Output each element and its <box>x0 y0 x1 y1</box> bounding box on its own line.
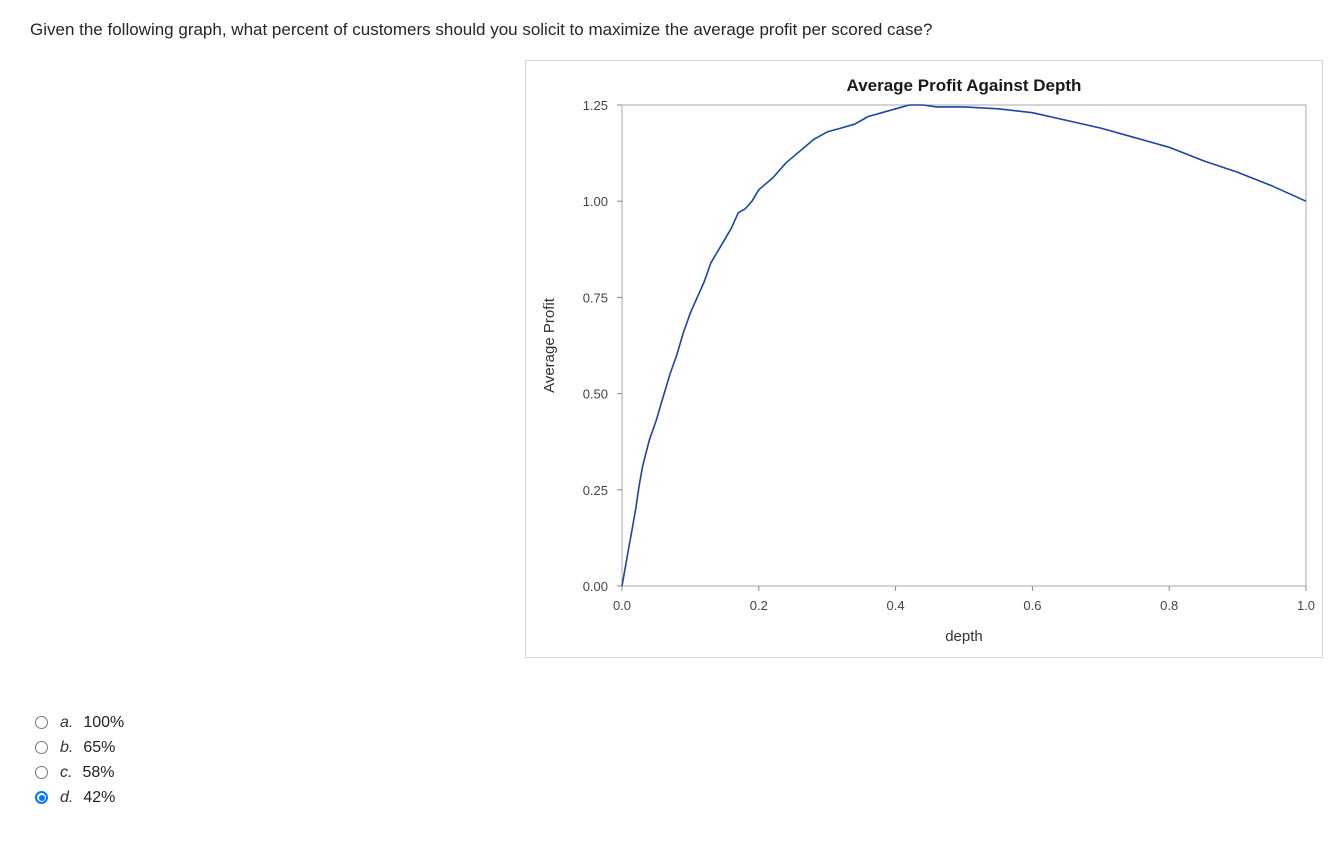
option-letter: a. <box>60 713 74 731</box>
radio-a[interactable] <box>35 716 48 729</box>
option-letter: b. <box>60 738 74 756</box>
chart-svg: Average Profit Against Depth depth Average… <box>541 76 1315 645</box>
option-letter: d. <box>60 788 74 806</box>
chart-title: Average Profit Against Depth <box>847 76 1082 95</box>
x-tick-label: 0.2 <box>750 598 768 613</box>
answer-options: a. 100% b. 65% c. 58% d. 42% <box>35 710 124 810</box>
x-tick-label: 1.0 <box>1297 598 1315 613</box>
option-c[interactable]: c. 58% <box>35 760 124 785</box>
y-axis-label: Average Profit <box>541 297 558 393</box>
radio-b[interactable] <box>35 741 48 754</box>
x-tick-label: 0.4 <box>887 598 905 613</box>
option-label: 42% <box>83 788 116 806</box>
x-axis-label: depth <box>945 628 983 645</box>
y-tick-label: 0.00 <box>583 579 608 594</box>
option-label: 65% <box>83 738 116 756</box>
y-tick-label: 1.25 <box>583 98 608 113</box>
radio-c[interactable] <box>35 766 48 779</box>
option-letter: c. <box>60 763 73 781</box>
chart-container: Average Profit Against Depth depth Average… <box>525 60 1323 658</box>
y-tick-label: 1.00 <box>583 194 608 209</box>
option-d[interactable]: d. 42% <box>35 785 124 810</box>
option-label: 100% <box>83 713 125 731</box>
y-tick-label: 0.50 <box>583 387 608 402</box>
plot-area-border <box>621 104 1307 587</box>
option-b[interactable]: b. 65% <box>35 735 124 760</box>
question-text: Given the following graph, what percent … <box>30 20 933 39</box>
x-tick-label: 0.8 <box>1160 598 1178 613</box>
option-a[interactable]: a. 100% <box>35 710 124 735</box>
series-line <box>621 104 1307 587</box>
option-label: 58% <box>82 763 115 781</box>
y-tick-label: 0.25 <box>583 483 608 498</box>
x-tick-label: 0.0 <box>613 598 631 613</box>
y-tick-label: 0.75 <box>583 290 608 305</box>
x-tick-label: 0.6 <box>1023 598 1041 613</box>
radio-d[interactable] <box>35 791 48 804</box>
